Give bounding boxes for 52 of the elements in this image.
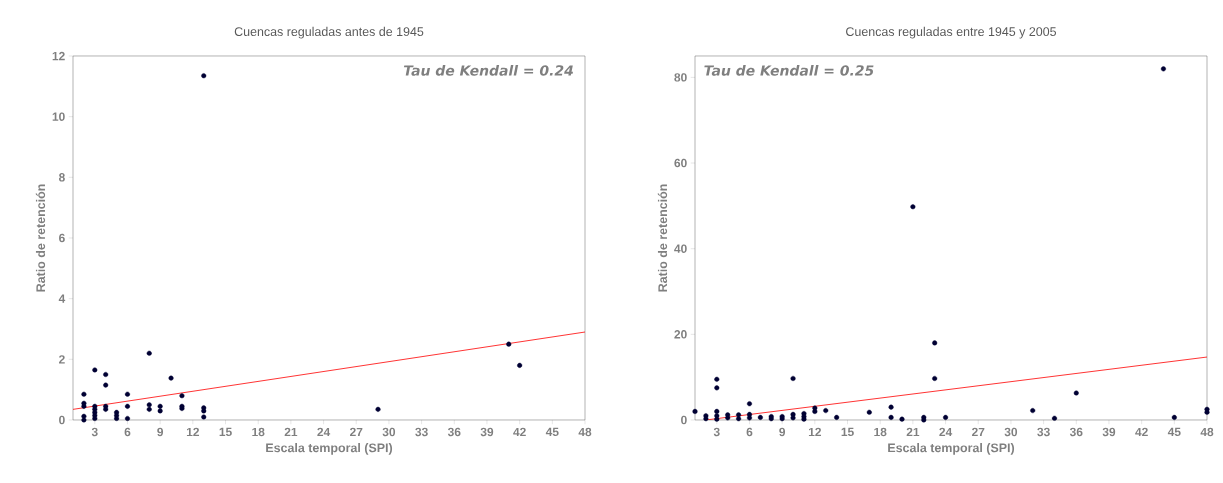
x-tick-label: 45 bbox=[1167, 427, 1181, 437]
y-tick-label: 2 bbox=[59, 355, 65, 364]
x-tick-label: 18 bbox=[252, 427, 265, 437]
x-tick-label: 18 bbox=[874, 427, 887, 437]
y-tick-label: 60 bbox=[674, 158, 687, 168]
x-tick-label: 30 bbox=[1004, 427, 1018, 437]
x-axis-title: Escala temporal (SPI) bbox=[266, 443, 393, 455]
x-tick-label: 39 bbox=[480, 427, 494, 437]
x-axis-title: Escala temporal (SPI) bbox=[888, 443, 1015, 455]
y-tick-label: 80 bbox=[674, 73, 687, 82]
x-tick-label: 15 bbox=[841, 427, 854, 437]
x-tick-label: 48 bbox=[578, 427, 592, 437]
x-tick-label: 21 bbox=[284, 427, 298, 437]
y-tick-label: 0 bbox=[59, 415, 65, 425]
x-tick-label: 27 bbox=[972, 427, 985, 437]
y-tick-label: 0 bbox=[681, 415, 687, 425]
annotation: Tau de Kendall = 0.25 bbox=[704, 64, 874, 76]
x-tick-label: 27 bbox=[350, 427, 363, 437]
x-tick-label: 6 bbox=[746, 427, 753, 437]
x-tick-label: 33 bbox=[1037, 427, 1050, 437]
chart-title: Cuencas reguladas entre 1945 y 2005 bbox=[846, 26, 1057, 39]
x-tick-label: 24 bbox=[317, 427, 331, 437]
x-tick-label: 6 bbox=[124, 427, 131, 437]
x-tick-label: 9 bbox=[779, 427, 786, 437]
x-tick-label: 42 bbox=[513, 427, 526, 437]
y-tick-label: 40 bbox=[674, 244, 687, 253]
x-tick-label: 3 bbox=[91, 427, 98, 437]
x-tick-label: 12 bbox=[808, 427, 822, 437]
annotation: Tau de Kendall = 0.24 bbox=[403, 64, 573, 76]
x-tick-label: 33 bbox=[415, 427, 428, 437]
x-tick-label: 39 bbox=[1102, 427, 1116, 437]
y-tick-label: 12 bbox=[52, 51, 65, 61]
x-tick-label: 45 bbox=[545, 427, 559, 437]
y-tick-label: 6 bbox=[59, 233, 65, 243]
x-tick-label: 9 bbox=[157, 427, 164, 437]
x-tick-label: 42 bbox=[1135, 427, 1148, 437]
x-tick-label: 48 bbox=[1200, 427, 1214, 437]
y-tick-label: 8 bbox=[58, 173, 65, 182]
y-tick-label: 20 bbox=[674, 330, 687, 339]
x-tick-label: 30 bbox=[382, 427, 396, 437]
chart-title: Cuencas reguladas antes de 1945 bbox=[234, 26, 424, 39]
x-tick-label: 12 bbox=[186, 427, 200, 437]
x-tick-label: 3 bbox=[713, 427, 720, 437]
x-tick-label: 21 bbox=[906, 427, 920, 437]
y-axis-title: Ratio de retención bbox=[657, 184, 668, 292]
y-axis-title: Ratio de retención bbox=[35, 184, 46, 292]
x-tick-label: 36 bbox=[1069, 427, 1083, 437]
y-tick-label: 4 bbox=[58, 294, 66, 303]
x-tick-label: 36 bbox=[447, 427, 461, 437]
x-tick-label: 24 bbox=[939, 427, 953, 437]
y-tick-label: 10 bbox=[52, 112, 65, 121]
x-tick-label: 15 bbox=[219, 427, 232, 437]
